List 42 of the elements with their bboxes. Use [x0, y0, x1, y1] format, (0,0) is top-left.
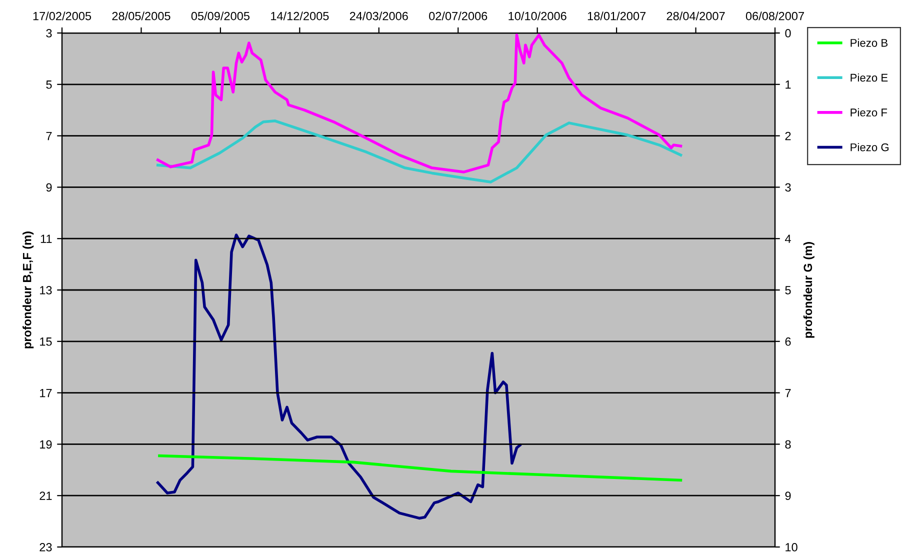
- y2-axis-title: profondeur G (m): [803, 242, 814, 338]
- y2-tick-label: 10: [786, 543, 798, 552]
- y2-tick-label: 0: [785, 29, 791, 38]
- legend-label: Piezo E: [850, 73, 888, 82]
- line-series: [156, 234, 522, 520]
- legend-label: Piezo F: [850, 108, 888, 116]
- y2-tick-label: 8: [785, 440, 791, 449]
- x-tick-label: 28/05/2005: [112, 12, 170, 20]
- y2-tick-label: 4: [784, 234, 791, 243]
- y2-tick-label: 2: [785, 132, 791, 140]
- x-tick-label: 14/12/2005: [271, 12, 329, 20]
- y-axis-title: profondeur B,E,F (m): [22, 232, 34, 348]
- y2-tick-label: 1: [786, 80, 791, 89]
- legend-label: Piezo G: [850, 143, 889, 152]
- y-tick-label: 7: [46, 132, 52, 140]
- line-series: [156, 34, 682, 174]
- y-tick-label: 15: [40, 338, 52, 346]
- y-tick-label: 21: [40, 492, 52, 500]
- x-tick-label: 17/02/2005: [33, 12, 92, 20]
- y2-tick-label: 9: [785, 492, 791, 500]
- y-tick-label: 11: [40, 234, 52, 243]
- line-series: [156, 120, 682, 184]
- y-tick-label: 17: [40, 388, 52, 398]
- y2-tick-label: 5: [785, 286, 791, 294]
- y-tick-label: 19: [40, 440, 52, 449]
- y-tick-label: 3: [46, 29, 52, 38]
- line-series: [158, 454, 682, 482]
- x-tick-label: 06/08/2007: [746, 12, 804, 20]
- x-tick-label: 05/09/2005: [191, 12, 250, 20]
- legend-label: Piezo B: [850, 38, 888, 47]
- y2-tick-label: 7: [785, 388, 791, 398]
- y-tick-label: 13: [40, 286, 52, 294]
- x-tick-label: 24/03/2006: [350, 12, 408, 20]
- y2-tick-label: 3: [785, 183, 791, 192]
- x-tick-label: 18/01/2007: [588, 12, 646, 20]
- x-tick-label: 02/07/2006: [429, 12, 488, 20]
- x-tick-label: 28/04/2007: [666, 12, 725, 20]
- y-tick-label: 9: [46, 183, 52, 192]
- y2-tick-label: 6: [785, 337, 791, 346]
- y-tick-label: 5: [46, 80, 52, 89]
- y-tick-label: 23: [40, 543, 52, 552]
- x-tick-label: 10/10/2006: [508, 12, 566, 20]
